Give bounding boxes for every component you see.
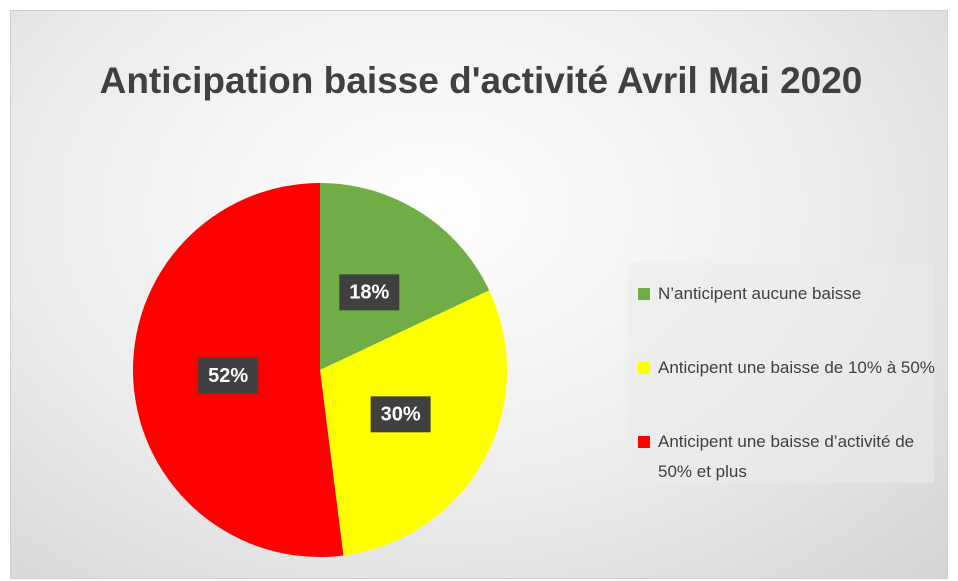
data-label: 52% [208,365,248,387]
data-label-box [339,274,400,311]
legend: N’anticipent aucune baisse Anticipent une… [628,263,935,483]
legend-label: N’anticipent aucune baisse [658,284,862,303]
data-label: 18% [349,282,389,304]
pie: 18% 30% 52% [133,183,507,557]
legend-label: Anticipent une baisse d’activité de 50% … [658,432,915,481]
pie-slice [320,183,490,370]
legend-label: Anticipent une baisse de 10% à 50% [658,358,935,377]
legend-swatch [638,362,650,374]
legend-item: N’anticipent aucune baisse [638,279,947,309]
data-label-box [370,396,431,433]
legend-item: Anticipent une baisse d’activité de 50% … [638,427,947,487]
chart-title: Anticipation baisse d'activité Avril Mai… [99,60,863,101]
legend-swatch [638,288,650,300]
legend-item: Anticipent une baisse de 10% à 50% [638,353,947,383]
legend-swatch [638,436,650,448]
chart-area: Anticipation baisse d'activité Avril Mai… [10,10,948,579]
data-label: 30% [381,404,421,426]
data-label-box [198,357,259,394]
